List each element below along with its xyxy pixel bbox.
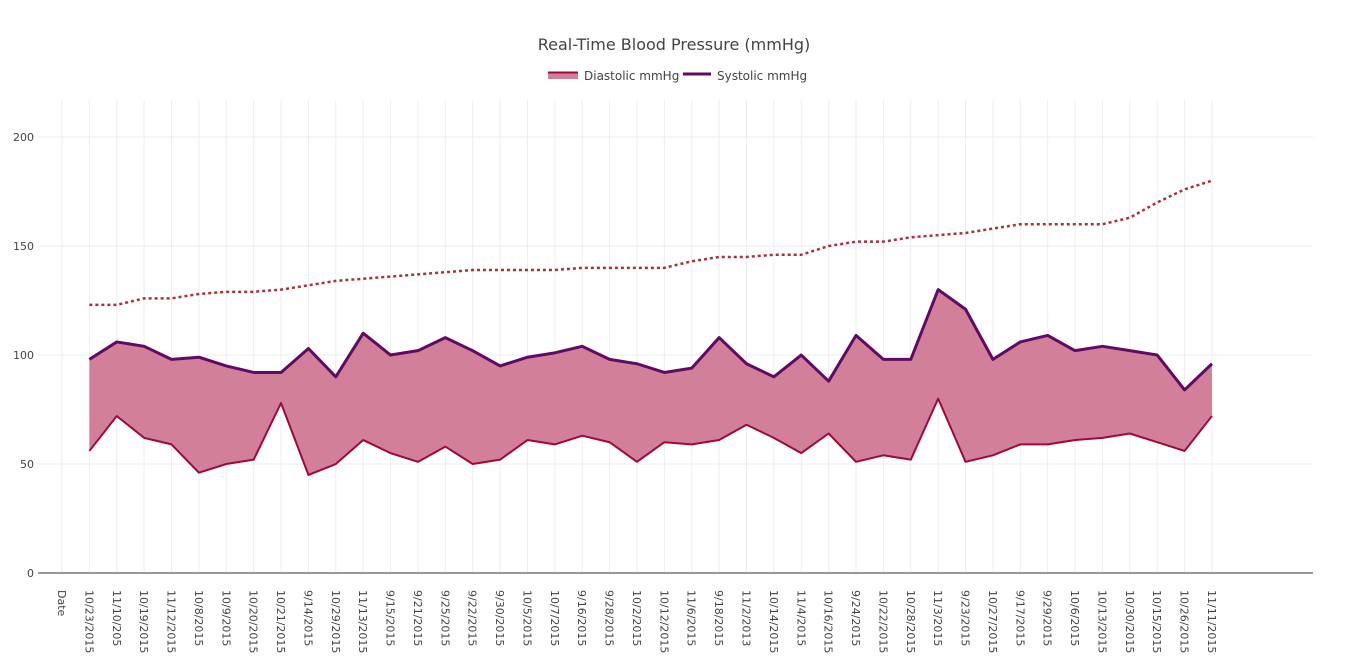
x-tick-label: 11/6/2015 (685, 590, 698, 646)
legend-item-systolic[interactable]: Systolic mmHg (683, 69, 807, 83)
x-tick-label: 10/30/2015 (1123, 590, 1136, 653)
y-tick-label: 200 (13, 131, 34, 144)
x-tick-label: 10/12/2015 (657, 590, 670, 653)
x-axis-ticks: Date 10/23/2015 11/10/205 10/19/2015 11/12/2… (55, 590, 1218, 653)
x-tick-label: 10/28/2015 (904, 590, 917, 653)
x-tick-label: 10/21/2015 (274, 590, 287, 653)
x-tick-label: 10/13/2015 (1095, 590, 1108, 653)
x-tick-label: 11/11/2015 (1205, 590, 1218, 653)
area-layer (89, 289, 1212, 475)
chart-title: Real-Time Blood Pressure (mmHg) (538, 35, 811, 54)
x-tick-label: 9/23/2015 (959, 590, 972, 646)
x-tick-label: 11/13/2015 (356, 590, 369, 653)
legend[interactable]: Diastolic mmHg Systolic mmHg (548, 69, 807, 83)
x-tick-label: 10/26/2015 (1178, 590, 1191, 653)
y-axis-ticks: 0 50 100 150 200 (13, 131, 34, 580)
y-tick-label: 50 (20, 458, 34, 471)
x-tick-label: 10/20/2015 (247, 590, 260, 653)
y-tick-label: 100 (13, 349, 34, 362)
x-tick-label: 10/16/2015 (822, 590, 835, 653)
x-tick-label: 10/14/2015 (767, 590, 780, 653)
x-tick-label: 10/29/2015 (329, 590, 342, 653)
x-tick-label: 9/15/2015 (384, 590, 397, 646)
x-tick-label: 10/7/2015 (548, 590, 561, 646)
x-tick-label: 10/19/2015 (137, 590, 150, 653)
x-tick-label: 9/17/2015 (1013, 590, 1026, 646)
x-tick-label: 10/6/2015 (1068, 590, 1081, 646)
x-tick-label: 9/25/2015 (438, 590, 451, 646)
x-tick-label: 9/30/2015 (493, 590, 506, 646)
x-tick-label: 11/10/205 (110, 590, 123, 646)
area-fill-diastolic-systolic (89, 289, 1212, 475)
series-line-diastolic (88, 397, 1213, 476)
x-tick-label: 10/5/2015 (520, 590, 533, 646)
x-tick-label: 9/21/2015 (411, 590, 424, 646)
legend-item-diastolic[interactable]: Diastolic mmHg (548, 69, 679, 83)
x-tick-label: 10/9/2015 (219, 590, 232, 646)
x-tick-label: 11/4/2015 (794, 590, 807, 646)
x-tick-label: 11/12/2015 (165, 590, 178, 653)
x-tick-label: 9/16/2015 (575, 590, 588, 646)
x-tick-label: 10/23/2015 (82, 590, 95, 653)
x-tick-label: 11/3/2015 (931, 590, 944, 646)
x-tick-label: 11/2/2013 (740, 590, 753, 646)
y-tick-label: 150 (13, 240, 34, 253)
x-tick-label: 9/14/2015 (301, 590, 314, 646)
x-tick-label: 9/24/2015 (849, 590, 862, 646)
y-tick-label: 0 (27, 567, 34, 580)
x-tick-label: 9/28/2015 (603, 590, 616, 646)
x-tick-label: 10/2/2015 (630, 590, 643, 646)
x-tick-label: 10/8/2015 (192, 590, 205, 646)
series-line-trend (89, 179, 1213, 307)
x-tick-label: 10/22/2015 (876, 590, 889, 653)
x-tick-label: Date (55, 590, 68, 617)
x-tick-label: 9/22/2015 (466, 590, 479, 646)
x-tick-label: 10/15/2015 (1150, 590, 1163, 653)
legend-label-systolic: Systolic mmHg (717, 69, 807, 83)
line-layer (88, 179, 1213, 476)
x-tick-label: 9/29/2015 (1041, 590, 1054, 646)
x-tick-label: 9/18/2015 (712, 590, 725, 646)
legend-label-diastolic: Diastolic mmHg (584, 69, 679, 83)
series-line-systolic (88, 288, 1213, 392)
legend-swatch-diastolic-fill (548, 72, 578, 79)
x-tick-label: 10/27/2015 (986, 590, 999, 653)
